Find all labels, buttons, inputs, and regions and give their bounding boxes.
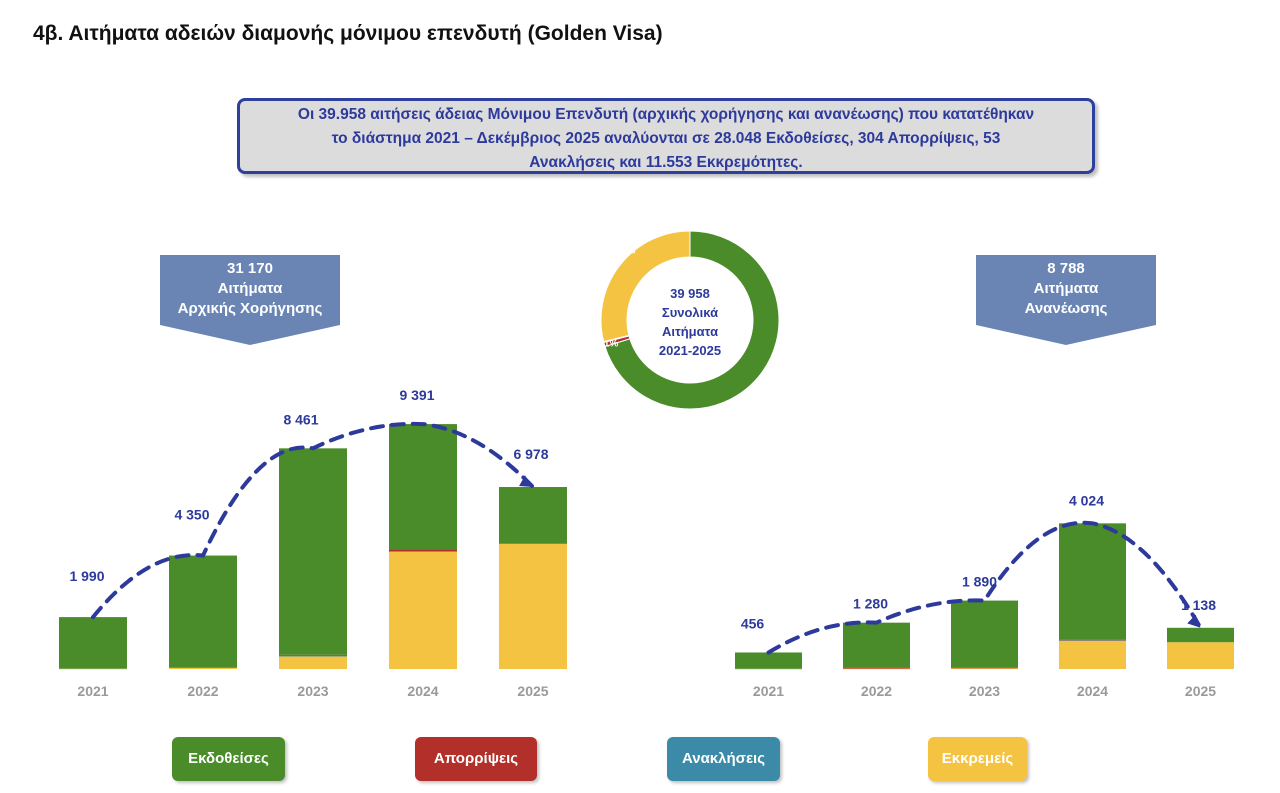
- donut-center-line-3: Αιτήματα: [662, 324, 718, 339]
- bar-segment-2025: [1167, 642, 1234, 669]
- legend-revoked: Ανακλήσεις: [667, 737, 780, 781]
- total-label-2021: 1 990: [69, 568, 104, 584]
- category-label-2024: 2024: [1077, 683, 1108, 699]
- donut-center-line-4: 2021-2025: [659, 343, 721, 358]
- total-label-2021: 456: [741, 615, 765, 631]
- bar-segment-2024: [1059, 523, 1126, 639]
- bar-segment-2024: [389, 424, 457, 549]
- chart-renewal-requests: 456 2021 1 280 2022 1 890 2023 4 024 2024 1 138 2…: [720, 480, 1250, 710]
- total-label-2024: 4 024: [1069, 492, 1104, 508]
- summary-line-2: το διάστημα 2021 – Δεκέμβριος 2025 αναλύ…: [240, 127, 1092, 151]
- bar-segment-2023: [279, 656, 347, 669]
- bar-segment-2023: [279, 448, 347, 654]
- legend-issued: Εκδοθείσες: [172, 737, 285, 781]
- total-label-2022: 4 350: [174, 507, 209, 523]
- banner-renewal-label-2: Ανανέωσης: [976, 299, 1156, 319]
- bar-segment-2024: [1059, 640, 1126, 641]
- banner-initial-count: 31 170: [160, 259, 340, 279]
- legend-rejected-label: Απορρίψεις: [434, 750, 518, 767]
- summary-line-3: Ανακλήσεις και 11.553 Εκκρεμότητες.: [240, 151, 1092, 175]
- bar-segment-2021: [735, 669, 802, 670]
- category-label-2021: 2021: [753, 683, 784, 699]
- banner-initial-label-2: Αρχικής Χορήγησης: [160, 299, 340, 319]
- bar-segment-2024: [1059, 640, 1126, 641]
- bar-segment-2022: [843, 668, 910, 669]
- banner-renewal-count: 8 788: [976, 259, 1156, 279]
- category-label-2023: 2023: [297, 683, 328, 699]
- bar-segment-2023: [951, 601, 1018, 668]
- legend-issued-label: Εκδοθείσες: [188, 750, 269, 767]
- total-label-2024: 9 391: [399, 387, 434, 403]
- bar-segment-2025: [499, 487, 567, 544]
- donut-label-pending: 29%: [615, 246, 635, 257]
- donut-center-line-1: 39 958: [670, 286, 710, 301]
- bar-segment-2025: [1167, 628, 1234, 642]
- legend-pending: Εκκρεμείς: [928, 737, 1027, 781]
- bar-segment-2024: [389, 551, 457, 552]
- page-title: 4β. Αιτήματα αδειών διαμονής μόνιμου επε…: [33, 22, 663, 46]
- bar-segment-2021: [59, 617, 127, 669]
- category-label-2023: 2023: [969, 683, 1000, 699]
- category-label-2021: 2021: [77, 683, 108, 699]
- legend-revoked-label: Ανακλήσεις: [682, 750, 765, 767]
- bar-segment-2024: [1059, 640, 1126, 669]
- banner-renewal-requests: 8 788 Αιτήματα Ανανέωσης: [976, 255, 1156, 345]
- bar-segment-2024: [389, 549, 457, 551]
- total-label-2023: 8 461: [283, 411, 318, 427]
- total-label-2023: 1 890: [962, 574, 997, 590]
- category-label-2022: 2022: [187, 683, 218, 699]
- summary-box: Οι 39.958 αιτήσεις άδειας Μόνιμου Επενδυ…: [237, 98, 1095, 174]
- bar-segment-2021: [735, 652, 802, 668]
- bar-segment-2023: [279, 655, 347, 656]
- category-label-2022: 2022: [861, 683, 892, 699]
- banner-renewal-label-1: Αιτήματα: [976, 279, 1156, 299]
- donut-center-line-2: Συνολικά: [662, 305, 718, 320]
- banner-initial-label-1: Αιτήματα: [160, 279, 340, 299]
- bar-segment-2023: [951, 668, 1018, 669]
- category-label-2025: 2025: [1185, 683, 1216, 699]
- bar-segment-2024: [389, 552, 457, 669]
- bar-segment-2025: [499, 544, 567, 669]
- donut-label-issued: 70%: [750, 393, 770, 404]
- category-label-2024: 2024: [407, 683, 438, 699]
- bar-segment-2023: [951, 668, 1018, 669]
- total-label-2022: 1 280: [853, 596, 888, 612]
- bar-segment-2022: [843, 623, 910, 668]
- bar-segment-2022: [169, 667, 237, 668]
- total-label-2025: 6 978: [513, 446, 548, 462]
- category-label-2025: 2025: [517, 683, 548, 699]
- total-label-2025: 1 138: [1181, 597, 1216, 613]
- summary-line-1: Οι 39.958 αιτήσεις άδειας Μόνιμου Επενδυ…: [240, 103, 1092, 127]
- bar-segment-2021: [59, 669, 127, 670]
- legend-pending-label: Εκκρεμείς: [942, 750, 1013, 767]
- bar-segment-2023: [279, 656, 347, 657]
- trend-arrow: [519, 475, 533, 487]
- chart-initial-requests: 1 990 2021 4 350 2022 8 461 2023 9 391 2024 6 97…: [40, 380, 600, 710]
- bar-segment-2022: [843, 669, 910, 670]
- banner-initial-requests: 31 170 Αιτήματα Αρχικής Χορήγησης: [160, 255, 340, 345]
- legend-rejected: Απορρίψεις: [415, 737, 537, 781]
- bar-segment-2022: [169, 556, 237, 668]
